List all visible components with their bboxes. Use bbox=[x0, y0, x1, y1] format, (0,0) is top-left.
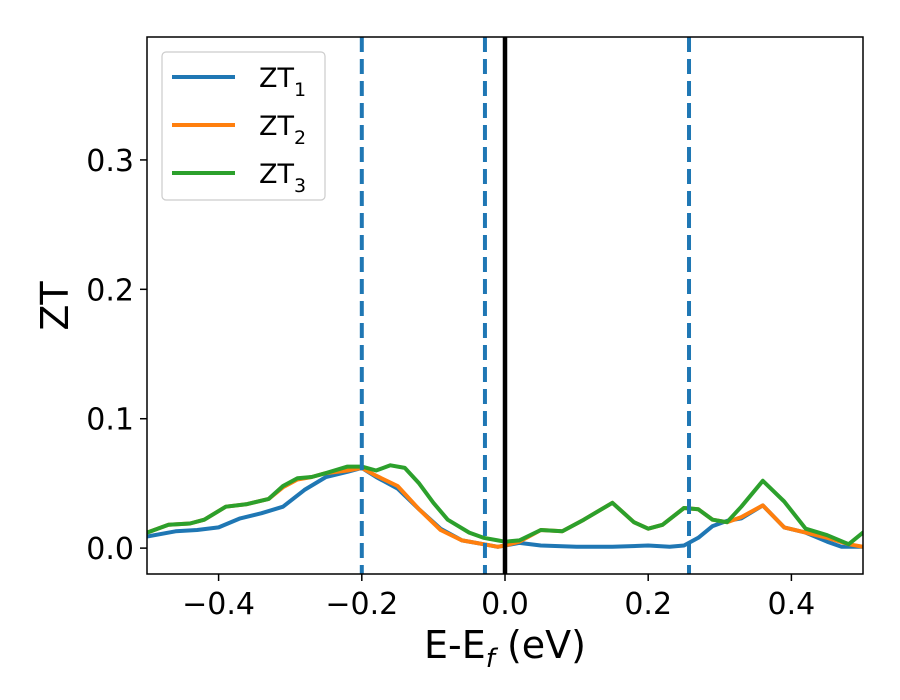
y-axis-label: ZT bbox=[33, 281, 77, 331]
x-axis-label-unit: (eV) bbox=[495, 623, 586, 667]
plot-area bbox=[147, 37, 863, 574]
y-tick-label: 0.0 bbox=[86, 532, 134, 567]
legend: ZT1 ZT2 ZT3 bbox=[161, 51, 326, 201]
x-tick-label: 0.4 bbox=[768, 587, 816, 622]
series-line-3 bbox=[147, 463, 863, 547]
legend-label-3: ZT3 bbox=[259, 159, 306, 197]
x-axis-label-main: E-E bbox=[424, 623, 486, 667]
y-axis: 0.0 0.1 0.2 0.3 bbox=[86, 144, 147, 567]
x-axis-label: E-Ef (eV) bbox=[424, 623, 586, 674]
x-axis: −0.4 −0.2 0.0 0.2 0.4 bbox=[182, 574, 815, 622]
x-tick-label: 0.0 bbox=[481, 587, 529, 622]
y-tick-label: 0.2 bbox=[86, 273, 134, 308]
x-tick-label: −0.4 bbox=[182, 587, 255, 622]
x-tick-label: 0.2 bbox=[624, 587, 672, 622]
legend-label-1: ZT1 bbox=[259, 63, 306, 101]
y-tick-label: 0.3 bbox=[86, 144, 134, 179]
x-tick-label: −0.2 bbox=[325, 587, 398, 622]
legend-box bbox=[161, 51, 326, 201]
legend-label-2: ZT2 bbox=[259, 111, 306, 149]
y-tick-label: 0.1 bbox=[86, 403, 134, 438]
